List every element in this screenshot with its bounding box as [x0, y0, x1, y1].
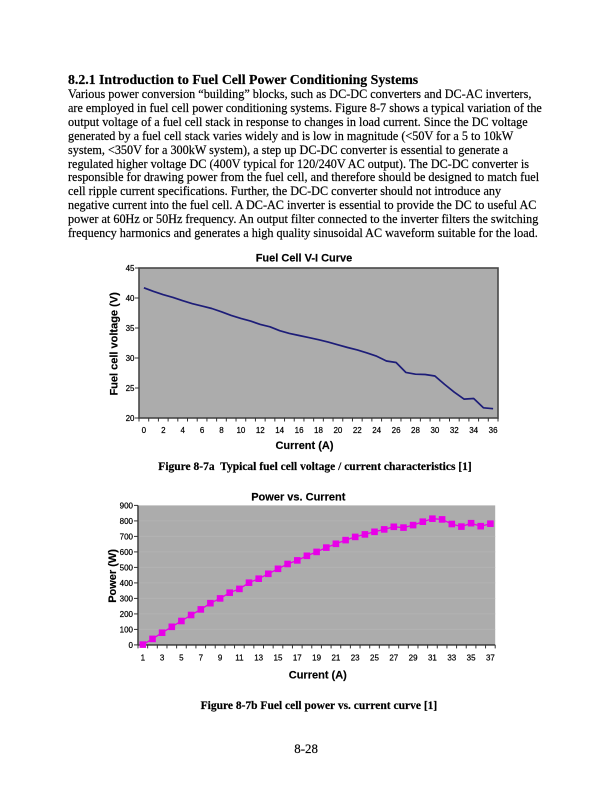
svg-text:14: 14	[275, 426, 284, 435]
svg-text:13: 13	[254, 654, 263, 663]
svg-text:21: 21	[331, 654, 340, 663]
svg-text:200: 200	[120, 610, 134, 619]
svg-text:900: 900	[120, 501, 134, 510]
svg-text:1: 1	[141, 654, 146, 663]
svg-text:0: 0	[129, 641, 134, 650]
svg-text:10: 10	[236, 426, 245, 435]
svg-text:23: 23	[351, 654, 360, 663]
svg-text:33: 33	[447, 654, 456, 663]
svg-text:6: 6	[200, 426, 205, 435]
svg-text:32: 32	[450, 426, 459, 435]
svg-text:35: 35	[126, 324, 135, 333]
svg-text:600: 600	[120, 548, 134, 557]
svg-text:19: 19	[312, 654, 321, 663]
svg-text:35: 35	[467, 654, 476, 663]
svg-text:25: 25	[370, 654, 379, 663]
svg-text:25: 25	[126, 384, 135, 393]
svg-text:45: 45	[126, 264, 135, 273]
svg-text:7: 7	[199, 654, 204, 663]
svg-text:2: 2	[161, 426, 166, 435]
svg-text:15: 15	[274, 654, 283, 663]
svg-text:12: 12	[256, 426, 265, 435]
svg-text:0: 0	[142, 426, 147, 435]
svg-text:Fuel cell voltage (V): Fuel cell voltage (V)	[109, 292, 121, 396]
svg-text:18: 18	[314, 426, 323, 435]
svg-text:22: 22	[353, 426, 362, 435]
svg-text:100: 100	[120, 625, 134, 634]
svg-text:27: 27	[389, 654, 398, 663]
svg-text:11: 11	[235, 654, 244, 663]
svg-text:4: 4	[180, 426, 185, 435]
svg-text:Current (A): Current (A)	[275, 440, 333, 452]
svg-text:40: 40	[126, 294, 135, 303]
svg-text:300: 300	[120, 594, 134, 603]
svg-text:Power (W): Power (W)	[107, 549, 119, 603]
svg-text:31: 31	[428, 654, 437, 663]
svg-text:800: 800	[120, 517, 134, 526]
svg-text:30: 30	[430, 426, 439, 435]
svg-text:20: 20	[333, 426, 342, 435]
svg-text:30: 30	[126, 354, 135, 363]
svg-text:8: 8	[219, 426, 224, 435]
svg-text:26: 26	[392, 426, 401, 435]
svg-text:500: 500	[120, 563, 134, 572]
svg-text:Power vs. Current: Power vs. Current	[251, 491, 345, 503]
svg-text:37: 37	[486, 654, 495, 663]
svg-text:20: 20	[126, 414, 135, 423]
svg-text:Fuel Cell V-I Curve: Fuel Cell V-I Curve	[256, 253, 353, 265]
svg-text:16: 16	[295, 426, 304, 435]
svg-text:17: 17	[293, 654, 302, 663]
svg-text:9: 9	[218, 654, 223, 663]
svg-text:29: 29	[409, 654, 418, 663]
svg-text:24: 24	[372, 426, 381, 435]
svg-text:34: 34	[469, 426, 478, 435]
svg-text:5: 5	[179, 654, 184, 663]
svg-text:Current (A): Current (A)	[289, 670, 347, 682]
svg-text:36: 36	[489, 426, 498, 435]
svg-text:700: 700	[120, 532, 134, 541]
svg-text:400: 400	[120, 579, 134, 588]
svg-text:28: 28	[411, 426, 420, 435]
svg-text:3: 3	[160, 654, 165, 663]
